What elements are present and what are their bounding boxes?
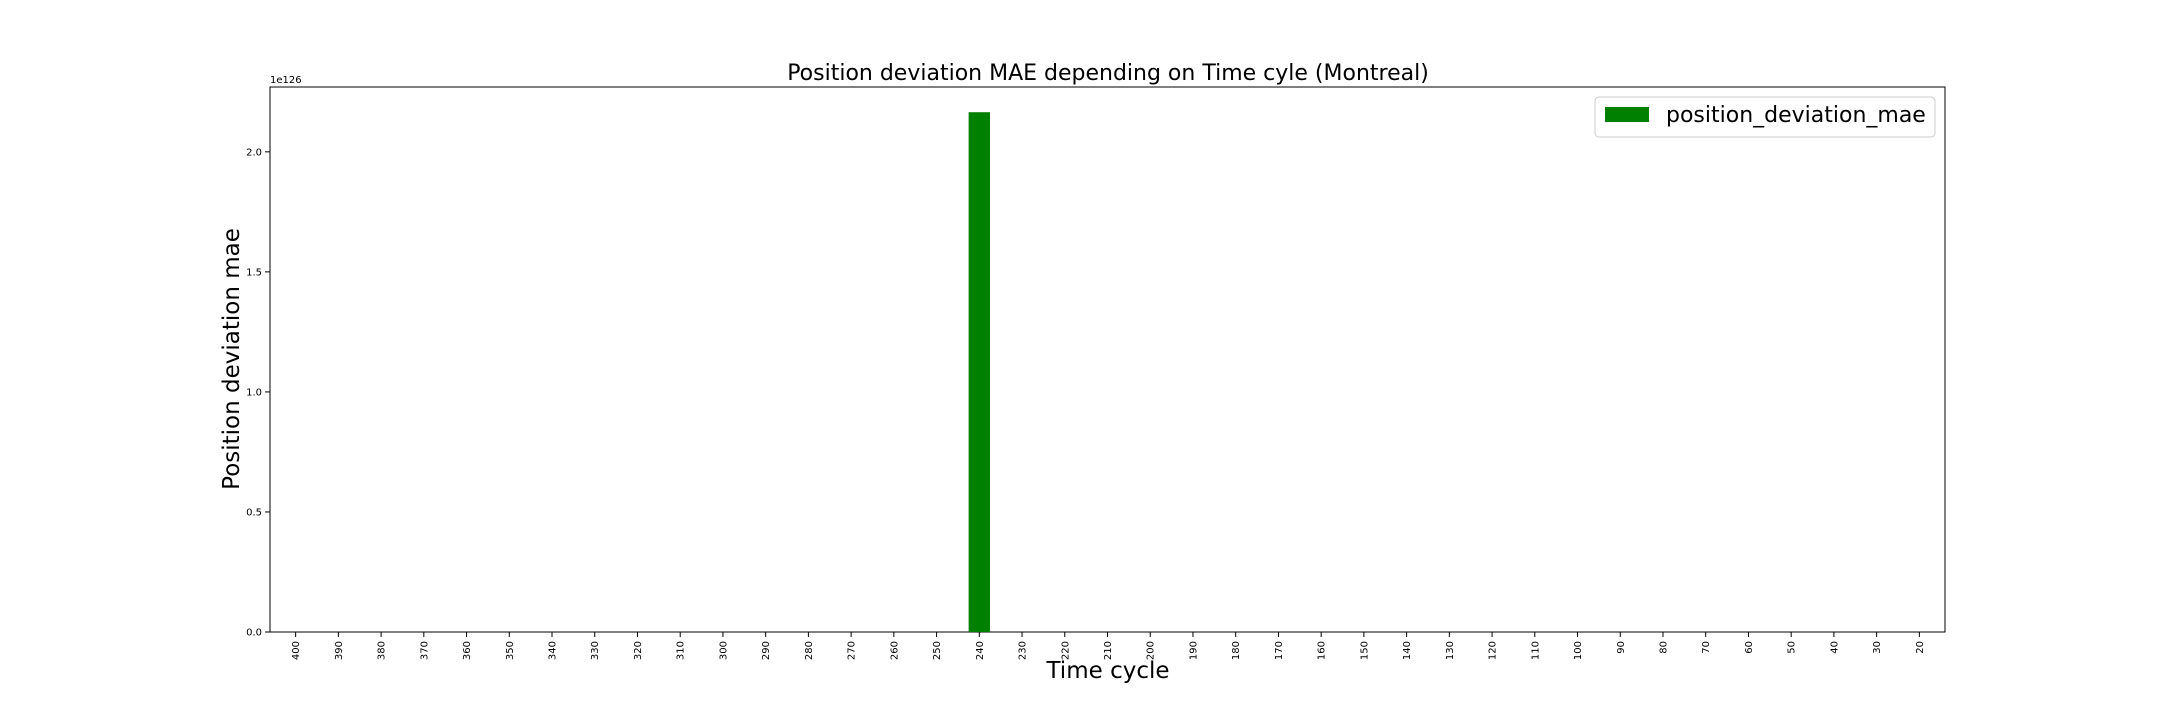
x-tick-label: 360 [462,641,473,660]
y-scale-exponent: 1e126 [270,75,302,86]
x-tick-label: 110 [1530,641,1541,660]
x-tick-label: 400 [291,641,302,660]
x-tick-label: 280 [804,641,815,660]
x-tick-label: 320 [633,641,644,660]
x-tick-label: 140 [1402,641,1413,660]
x-tick-label: 170 [1274,641,1285,660]
legend: position_deviation_mae [1594,96,1936,138]
x-tick-label: 50 [1787,641,1798,654]
x-tick-label: 130 [1445,641,1456,660]
x-axis: 400 390 380 370 360 350 340 330 320 310 300 290 280 2… [291,632,1926,660]
x-tick-label: 70 [1701,641,1712,654]
y-axis-label: Position deviation mae [219,228,245,490]
x-tick-label: 210 [1103,641,1114,660]
y-tick-label: 0.5 [246,507,262,518]
x-tick-label: 40 [1829,641,1840,654]
x-tick-label: 300 [718,641,729,660]
x-tick-label: 80 [1658,641,1669,654]
x-tick-label: 350 [505,641,516,660]
x-tick-label: 190 [1188,641,1199,660]
y-tick-label: 0.0 [246,628,262,639]
x-tick-label: 20 [1915,641,1926,654]
x-tick-label: 380 [377,641,388,660]
legend-label: position_deviation_mae [1666,103,1926,128]
legend-box [1594,96,1936,138]
x-tick-label: 90 [1616,641,1627,654]
y-tick-label: 2.0 [246,147,262,158]
x-tick-label: 260 [889,641,900,660]
bar-240 [968,112,990,633]
x-tick-label: 60 [1744,641,1755,654]
x-tick-label: 240 [975,641,986,660]
x-tick-label: 30 [1872,641,1883,654]
x-tick-label: 230 [1018,641,1029,660]
plot-area [269,86,1946,633]
x-tick-label: 150 [1359,641,1370,660]
x-tick-label: 160 [1317,641,1328,660]
bars [968,112,990,633]
x-tick-label: 330 [590,641,601,660]
x-tick-label: 220 [1060,641,1071,660]
x-tick-label: 100 [1573,641,1584,660]
x-tick-label: 370 [419,641,430,660]
x-tick-label: 270 [847,641,858,660]
x-tick-label: 250 [932,641,943,660]
y-axis: 0.0 0.5 1.0 1.5 2.0 [246,147,270,639]
x-tick-label: 120 [1488,641,1499,660]
chart-title: Position deviation MAE depending on Time… [787,61,1429,86]
x-axis-label: Time cycle [1045,658,1169,684]
x-tick-label: 200 [1146,641,1157,660]
legend-swatch [1605,107,1649,122]
x-tick-label: 180 [1231,641,1242,660]
x-tick-label: 290 [761,641,772,660]
x-tick-label: 390 [334,641,345,660]
y-tick-label: 1.5 [246,267,262,278]
y-tick-label: 1.0 [246,387,262,398]
x-tick-label: 310 [676,641,687,660]
x-tick-label: 340 [548,641,559,660]
